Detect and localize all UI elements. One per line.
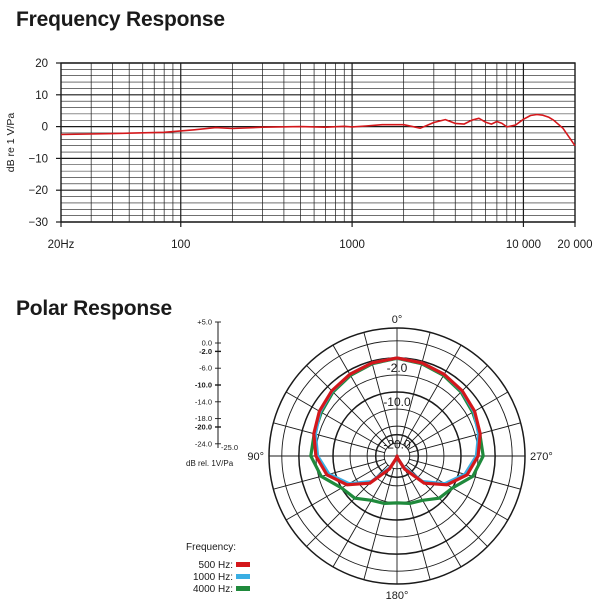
polar-spoke [409,422,521,454]
polar-scale: +5.0 0.0-2.0 -6.0 -10.0 -14.0 -18.0-20.0 -24.0… [186,318,238,469]
fr-y-tick-label: −10 [28,153,48,165]
polar-scale-label: +5.0 [197,318,212,327]
polar-spoke [407,391,509,450]
polar-legend-label: 500 Hz: [199,560,233,571]
fr-y-axis-label: dB re 1 V/Pa [5,113,17,173]
polar-legend: Frequency: 500 Hz:1000 Hz:4000 Hz: [186,542,250,595]
polar-spoke [399,468,431,580]
polar-ring-label: -10.0 [383,395,411,409]
fr-x-tick-label: 20 000 [557,239,592,251]
polar-spoke [332,344,391,446]
polar-scale-label: 0.0 [202,339,212,348]
polar-response-title: Polar Response [16,297,172,320]
polar-scale-label: -18.0 [195,414,212,423]
polar-angle-label-left: 90° [247,451,264,463]
polar-spoke [399,332,431,444]
fr-y-tick-label: −30 [28,217,48,229]
polar-spoke [403,344,462,446]
polar-spoke [405,365,488,448]
polar-spoke [306,365,389,448]
polar-scale-label: -10.0 [195,381,212,390]
polar-spoke [403,466,462,568]
polar-angle-label-bottom: 180° [386,590,409,600]
polar-ring-label: -2.0 [387,361,408,375]
polar-response-chart: -2.0-10.0-20.00°180°90° 270°+5.00.0-2.0-6… [186,314,553,600]
fr-y-tick-label: 20 [35,58,48,70]
polar-ring-label: -20.0 [383,438,411,452]
fr-y-tick-label: −20 [28,185,48,197]
fr-grid [60,62,576,223]
polar-scale-label: -24.0 [195,439,212,448]
polar-curve-500hz [312,356,482,487]
fr-plot-frame [60,62,576,223]
fr-response-curve [60,113,576,147]
polar-spoke [273,422,385,454]
polar-spoke [363,468,395,580]
polar-legend-swatch [236,562,250,567]
polar-legend-swatch [236,574,250,579]
fr-y-tick-label: 0 [42,122,48,134]
polar-spoke [363,332,395,444]
polar-legend-label: 4000 Hz: [193,584,233,595]
frequency-response-title: Frequency Response [16,8,225,31]
polar-angle-label-top: 0° [392,314,403,326]
fr-x-tick-label: 1000 [339,239,365,251]
polar-spoke [285,462,387,521]
polar-spoke [285,391,387,450]
fr-x-tick-label: 10 000 [506,239,541,251]
polar-scale-label: -20.0 [195,423,212,432]
polar-scale-label: -2.0 [199,347,212,356]
polar-spoke [407,462,509,521]
polar-scale-label: -25.0 [221,443,238,452]
polar-scale-label: -6.0 [199,364,212,373]
fr-y-tick-label: 10 [35,90,48,102]
polar-legend-label: 1000 Hz: [193,572,233,583]
polar-spoke [332,466,391,568]
fr-x-tick-label: 20Hz [48,239,75,251]
polar-legend-title: Frequency: [186,542,236,553]
polar-angle-label-right: 270° [530,451,553,463]
polar-scale-unit: dB rel. 1V/Pa [186,459,234,468]
fr-x-tick-label: 100 [171,239,190,251]
polar-legend-swatch [236,586,250,591]
polar-scale-label: -14.0 [195,397,212,406]
